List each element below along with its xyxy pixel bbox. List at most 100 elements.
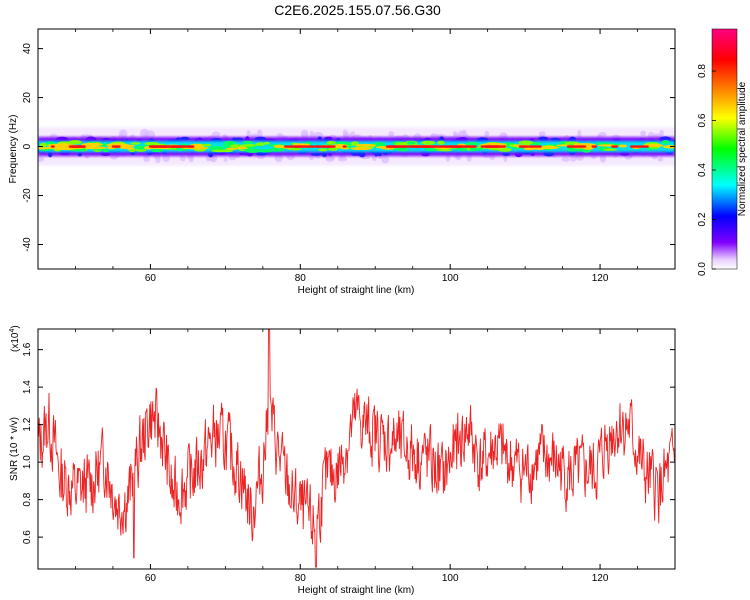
band-peak — [420, 145, 436, 148]
spectrogram-y-label: Frequency (Hz) — [8, 115, 19, 184]
y-tick-label: -40 — [22, 237, 33, 252]
band-cell — [100, 152, 111, 156]
snr-panel: 60 80 100 120 0.6 0.8 1.0 1.2 1.4 1.6 Height of … — [9, 325, 676, 596]
band-peak — [315, 145, 322, 148]
y-tick-label: 1.6 — [22, 342, 33, 356]
band-cell — [543, 151, 555, 157]
band-cell — [350, 151, 360, 156]
x-tick-label: 80 — [295, 273, 307, 284]
band-cell — [58, 151, 71, 155]
snr-scale-label: (x104) — [9, 325, 21, 352]
colorbar-ticks: 0.0 0.2 0.4 0.6 0.8 — [697, 64, 716, 276]
band-cell — [255, 142, 266, 146]
snr-x-label: Height of straight line (km) — [298, 585, 415, 596]
band-cell — [223, 140, 236, 145]
colorbar-label: Normalized spectral amplitude — [737, 81, 748, 216]
figure-title: C2E6.2025.155.07.56.G30 — [274, 2, 441, 18]
spectrogram-panel: 60 80 100 120 -40 -20 0 20 40 Height of straigh… — [8, 28, 676, 296]
band-peak — [611, 145, 619, 148]
band-cell — [662, 145, 675, 149]
band-cell — [222, 149, 234, 153]
colorbar-gradient — [712, 29, 737, 269]
band-cell — [465, 142, 480, 146]
band-cell — [326, 140, 337, 145]
band-cell — [514, 151, 523, 158]
band-cell — [180, 136, 190, 141]
band-cell — [256, 152, 268, 156]
band-cell — [268, 148, 284, 152]
band-cell — [188, 154, 194, 163]
band-peak — [150, 145, 159, 148]
band-cell — [263, 141, 270, 145]
band-cell — [152, 148, 164, 152]
band-cell — [531, 142, 539, 146]
band-cell — [326, 155, 335, 161]
band-cell — [484, 130, 490, 137]
colorbar: 0.0 0.2 0.4 0.6 0.8 Normalized spectral ampl… — [697, 28, 748, 276]
band-cell — [124, 147, 135, 150]
band-cell — [287, 147, 302, 151]
band-cell — [425, 148, 441, 152]
band-peak — [566, 145, 587, 148]
band-cell — [550, 137, 560, 142]
band-cell — [437, 140, 445, 145]
band-peak — [50, 145, 55, 148]
band-cell — [603, 148, 617, 151]
band-cell — [179, 155, 186, 162]
x-tick-label: 100 — [442, 573, 459, 584]
band-cell — [225, 147, 239, 150]
band-cell — [243, 151, 249, 156]
band-cell — [381, 155, 390, 164]
band-peak — [410, 145, 421, 148]
band-cell — [657, 157, 664, 162]
band-cell — [394, 142, 405, 147]
band-peak — [187, 145, 195, 148]
band-cell — [407, 141, 416, 145]
colorbar-tick-label: 0.2 — [697, 212, 708, 226]
x-tick-label: 60 — [145, 573, 157, 584]
band-cell — [144, 142, 160, 146]
spectrogram-frame — [37, 28, 676, 270]
y-tick-label: 20 — [22, 92, 33, 104]
snr-x-ticks: 60 80 100 120 — [37, 329, 676, 584]
band-peak — [71, 145, 86, 148]
band-peak — [448, 145, 464, 148]
band-peak — [158, 145, 168, 148]
y-tick-label: 1.2 — [22, 417, 33, 431]
band-cell — [327, 151, 333, 156]
band-cell — [48, 151, 53, 158]
band-cell — [310, 152, 323, 156]
band-peak — [167, 145, 185, 148]
band-cell — [139, 128, 150, 138]
x-tick-label: 120 — [592, 573, 609, 584]
band-cell — [355, 143, 377, 147]
band-cell — [570, 155, 577, 162]
band-cell — [233, 137, 244, 142]
band-cell — [327, 147, 339, 151]
band-cell — [254, 136, 267, 141]
band-cell — [618, 144, 628, 148]
y-tick-label: 0 — [22, 143, 33, 149]
band-cell — [102, 148, 110, 153]
band-cell — [209, 146, 225, 151]
band-cell — [469, 147, 484, 151]
y-tick-label: 0.8 — [22, 492, 33, 506]
band-cell — [85, 136, 97, 143]
colorbar-tick-label: 0.0 — [697, 262, 708, 276]
snr-y-ticks: 0.6 0.8 1.0 1.2 1.4 1.6 — [22, 342, 675, 544]
x-tick-label: 100 — [442, 273, 459, 284]
band-cell — [458, 130, 466, 137]
band-cell — [358, 151, 366, 158]
band-cell — [258, 149, 273, 153]
band-cell — [292, 143, 310, 146]
colorbar-tick-label: 0.8 — [697, 64, 708, 78]
band-cell — [256, 129, 263, 138]
snr-y-label: SNR (10 * v/v) — [9, 417, 20, 481]
band-cell — [38, 156, 45, 162]
x-tick-label: 80 — [295, 573, 307, 584]
band-cell — [583, 146, 594, 150]
band-cell — [457, 136, 468, 142]
colorbar-tick-label: 0.6 — [697, 113, 708, 127]
band-cell — [245, 148, 261, 153]
